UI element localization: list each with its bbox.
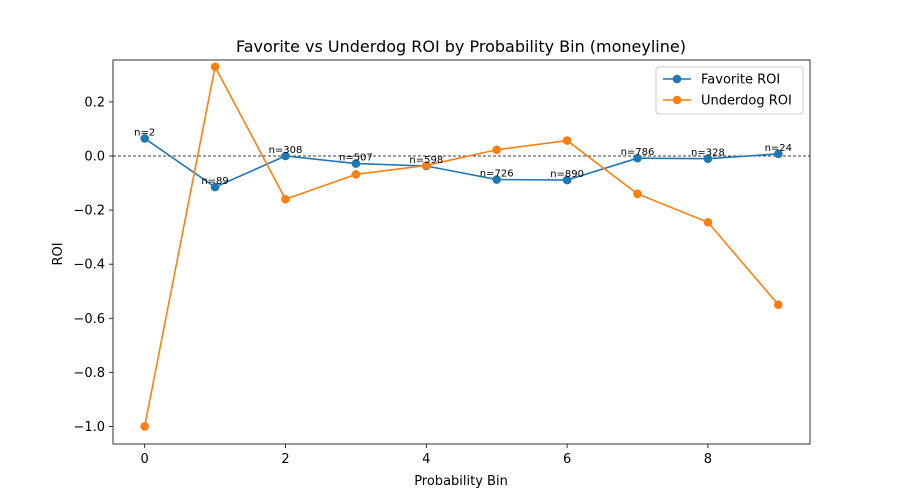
data-point (351, 170, 361, 179)
series-1 (140, 62, 783, 431)
legend: Favorite ROI Underdog ROI (655, 66, 804, 115)
series-line-0 (144, 137, 779, 189)
data-point (351, 159, 361, 168)
x-tick-label: 0 (141, 452, 149, 467)
sample-size-label: n=328 (691, 148, 725, 159)
sample-size-label: n=598 (409, 155, 443, 166)
sample-size-label: n=308 (269, 145, 303, 156)
data-point (703, 217, 713, 227)
y-tick-label: −0.2 (73, 204, 105, 219)
data-point (492, 145, 502, 155)
x-tick-label: 2 (281, 452, 289, 467)
sample-size-label: n=24 (765, 143, 792, 154)
data-point (633, 153, 642, 163)
x-tick-label: 6 (563, 452, 571, 467)
series-0 (140, 134, 783, 192)
y-tick-label: 0.0 (84, 150, 105, 165)
legend-entry: Favorite ROI (701, 73, 780, 88)
sample-size-label: n=507 (339, 153, 373, 164)
sample-size-label: n=726 (480, 169, 514, 180)
x-tick-label: 4 (422, 452, 430, 467)
x-axis-title: Probability Bin (414, 474, 508, 489)
data-point (281, 194, 290, 204)
x-tick-label: 8 (704, 452, 712, 467)
plot-area: n=2 n=89 n=308 n=507 n=598 n=726 n=890 n=786 n=3… (73, 59, 811, 467)
data-point (774, 149, 783, 159)
data-point (633, 189, 642, 199)
data-point (492, 175, 502, 184)
y-tick-label: −0.6 (73, 312, 105, 327)
y-tick-label: −1.0 (73, 420, 105, 435)
data-point (210, 182, 220, 192)
y-axis-title: ROI (51, 242, 66, 265)
sample-size-label: n=786 (621, 147, 655, 158)
legend-box (655, 66, 804, 115)
sample-size-label: n=2 (134, 127, 155, 138)
axes-frame (112, 59, 811, 445)
data-point (140, 134, 149, 143)
chart-title: Favorite vs Underdog ROI by Probability … (236, 37, 686, 56)
series-line-1 (143, 64, 779, 427)
data-point (140, 422, 149, 431)
data-point (210, 62, 220, 72)
y-tick-label: 0.2 (84, 95, 105, 110)
y-tick-label: −0.8 (73, 366, 105, 381)
data-point (703, 154, 713, 164)
data-point (562, 175, 572, 185)
sample-size-label: n=89 (201, 176, 228, 187)
y-tick-label: −0.4 (73, 258, 105, 273)
data-point (562, 136, 572, 145)
legend-swatch-marker (672, 74, 682, 84)
data-point (281, 151, 290, 161)
data-point (774, 300, 783, 310)
legend-swatch-marker (672, 95, 682, 105)
data-point (421, 161, 431, 170)
legend-entry: Underdog ROI (701, 94, 792, 109)
sample-size-label: n=890 (550, 169, 584, 180)
